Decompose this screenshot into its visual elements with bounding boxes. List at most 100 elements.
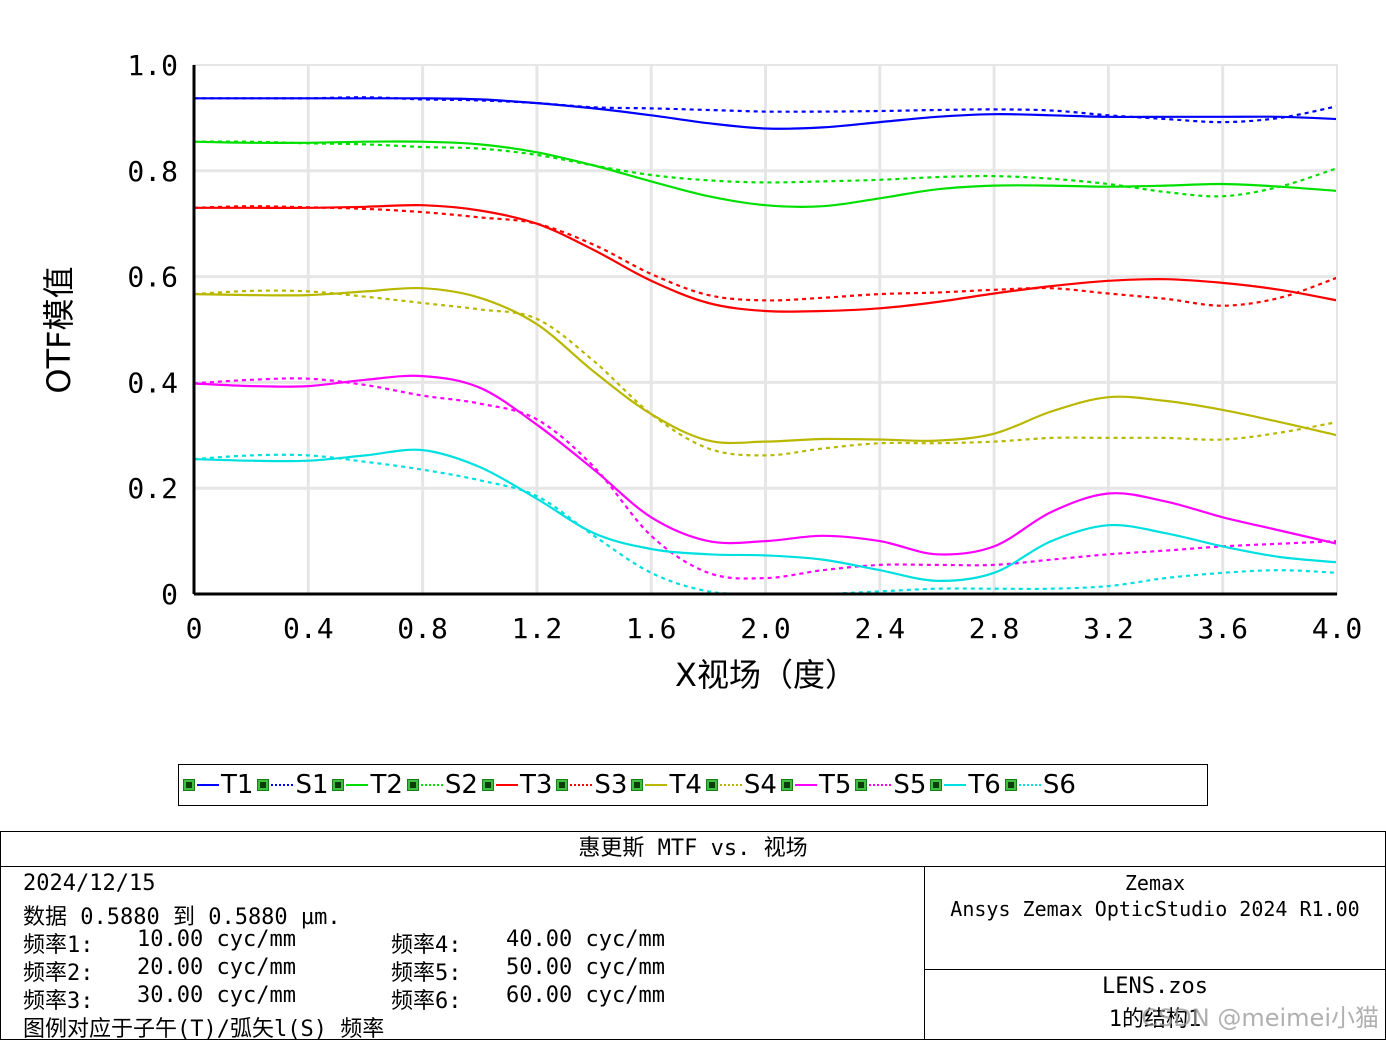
freq-value: 50.00 cyc/mm [506,955,665,980]
company-text: Zemax [1124,871,1186,895]
legend-label: T6 [968,770,1001,800]
legend-swatch [719,784,742,786]
checkbox-icon[interactable] [406,779,419,791]
x-tick-label: 2.0 [740,612,791,645]
series-line-s4 [193,289,1338,457]
legend-item-t5[interactable]: T5 [780,770,852,800]
legend-item-t1[interactable]: T1 [183,772,253,798]
legend-swatch [570,784,593,786]
legend-item-t4[interactable]: T4 [631,772,702,798]
freq-label: 频率4: [391,933,462,958]
series-line-t3 [193,203,1338,313]
checkbox-icon[interactable] [780,779,793,791]
x-tick-label: 2.8 [969,612,1020,645]
x-tick-label: 0.4 [283,612,334,645]
x-tick-label: 3.2 [1083,612,1134,645]
legend-swatch [1018,784,1041,786]
legend-swatch [420,784,443,786]
series-line-t5 [193,374,1338,556]
y-tick-label: 0.8 [127,155,178,188]
freq-value: 40.00 cyc/mm [506,927,665,952]
series-line-s1 [194,96,1338,124]
axes [192,64,1338,596]
series-line-t2 [193,140,1338,208]
legend-item-s2[interactable]: S2 [406,770,478,800]
product-text: Ansys Zemax OpticStudio 2024 R1.00 [950,897,1360,921]
freq-value: 60.00 cyc/mm [506,983,665,1008]
x-tick-label: 0 [186,612,203,645]
x-tick-labels: 0 0.4 0.8 1.2 1.6 2.0 2.4 2.8 3.2 3.6 4.0 [186,612,1363,645]
legend-item-s6[interactable]: S6 [1004,772,1076,798]
config-text: 1的结构1 [1108,1007,1202,1032]
y-tick-label: 1.0 [127,49,178,82]
legend-swatch [869,784,892,786]
checkbox-icon[interactable] [481,779,494,791]
legend-item-t2[interactable]: T2 [332,770,403,800]
legend-label: S2 [444,770,478,800]
checkbox-icon[interactable] [332,779,345,791]
series-line-t4 [193,286,1338,445]
y-axis-title: OTF模值 [40,266,78,393]
freq-label: 频率6: [391,989,462,1014]
y-tick-label: 0 [161,578,178,611]
legend-label: S5 [893,770,927,800]
legend-item-s5[interactable]: S5 [855,772,926,798]
freq-value: 10.00 cyc/mm [137,927,296,952]
series-line-t1 [194,97,1338,130]
x-tick-label: 4.0 [1312,612,1363,645]
y-tick-label: 0.4 [127,366,178,399]
software-info: Zemax Ansys Zemax OpticStudio 2024 R1.00 [925,867,1385,970]
watermark: CSDN @meimei小猫 [1141,1004,1379,1032]
y-tick-label: 0.2 [127,472,178,505]
series-line-t6 [193,448,1338,582]
legend-label: S3 [594,770,628,800]
checkbox-icon[interactable] [1004,779,1017,791]
x-tick-label: 2.4 [855,612,906,645]
legend-swatch [346,784,369,786]
legend-item-t3[interactable]: T3 [481,772,552,798]
checkbox-icon[interactable] [556,779,569,791]
freq-label: 频率3: [23,989,94,1014]
legend-label: T1 [221,770,254,800]
info-title: 惠更斯 MTF vs. 视场 [1,832,1385,867]
legend-swatch [645,784,668,786]
legend-label: S1 [295,770,329,800]
checkbox-icon[interactable] [257,779,270,791]
x-tick-label: 0.8 [397,612,448,645]
legend-item-t6[interactable]: T6 [930,770,1001,800]
x-tick-label: 1.6 [626,612,677,645]
legend-swatch [271,784,294,786]
file-name-text: LENS.zos [1102,974,1208,999]
checkbox-icon[interactable] [705,779,718,791]
legend-item-s1[interactable]: S1 [257,772,328,798]
x-tick-label: 3.6 [1197,612,1248,645]
legend-swatch [794,784,817,786]
x-axis-title: X视场（度） [675,656,857,694]
checkbox-icon[interactable] [855,779,868,791]
freq-value: 20.00 cyc/mm [137,955,296,980]
checkbox-icon[interactable] [631,779,644,791]
y-tick-labels: 0 0.2 0.4 0.6 0.8 1.0 [127,49,178,611]
series-line-s3 [193,205,1338,307]
legend-item-s4[interactable]: S4 [705,770,777,800]
x-tick-label: 1.2 [512,612,563,645]
freq-label: 频率2: [23,961,94,986]
info-details: 2024/12/15 数据 0.5880 到 0.5880 µm. 频率1: 1… [1,867,925,1042]
legend-swatch [197,784,219,786]
checkbox-icon[interactable] [183,779,195,791]
chart-legend: T1 S1 T2 S2 T3 S3 T4 S4 T5 S5 T6 S6 [178,764,1208,806]
checkbox-icon[interactable] [930,779,943,791]
data-range-text: 数据 0.5880 到 0.5880 µm. [23,905,341,930]
file-info: LENS.zos 1的结构1 [925,970,1385,1039]
date-text: 2024/12/15 [23,871,156,896]
legend-item-s3[interactable]: S3 [556,772,627,798]
freq-value: 30.00 cyc/mm [137,983,296,1008]
legend-label: T5 [818,770,852,800]
mtf-chart: 0 0.4 0.8 1.2 1.6 2.0 2.4 2.8 3.2 3.6 4.0 00.20.40… [40,49,1363,694]
legend-label: T2 [370,770,403,800]
freq-label: 频率1: [23,933,94,958]
legend-label: S4 [743,770,777,800]
freq-label: 频率5: [391,961,462,986]
legend-swatch [495,784,518,786]
y-tick-label: 0.6 [127,261,178,294]
